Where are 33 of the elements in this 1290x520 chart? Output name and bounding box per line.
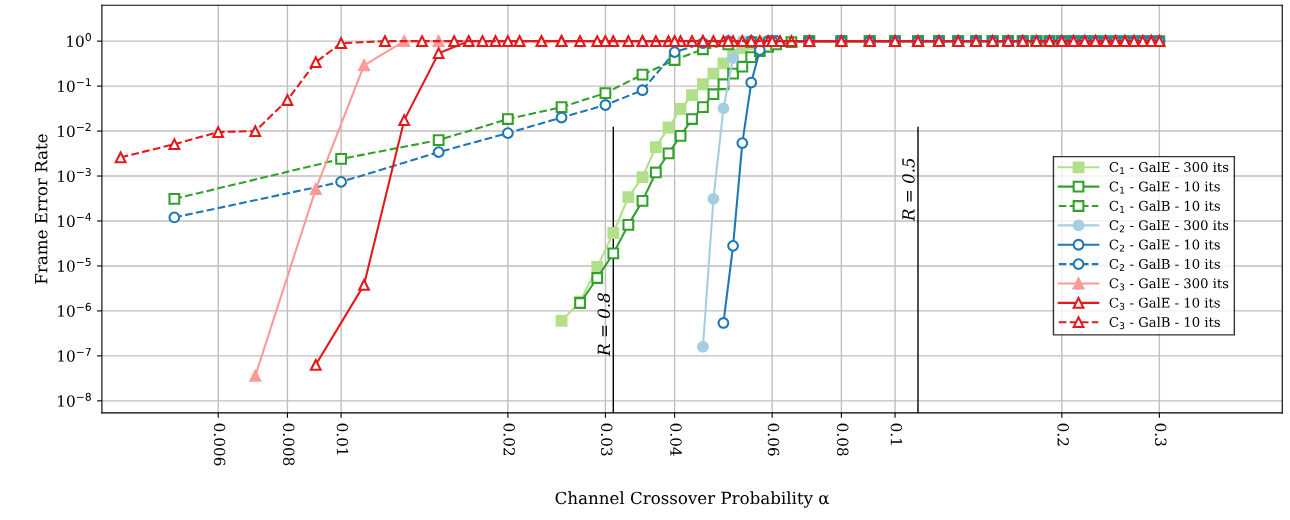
x-tick-label: 0.02: [503, 423, 515, 456]
y-tick-label: 10$^{0}$: [67, 33, 91, 48]
legend-label: C$_{2}$ - GalB - 10 its: [1109, 258, 1220, 271]
y-tick-label: 10$^{−5}$: [58, 258, 91, 272]
x-tick-label: 0.006: [213, 423, 226, 466]
x-tick-label: 0.3: [1154, 423, 1167, 446]
legend-label: C$_{1}$ - GalE - 300 its: [1109, 161, 1229, 175]
legend-label: C$_{2}$ - GalE - 10 its: [1109, 239, 1220, 252]
legend-label: C$_{3}$ - GalE - 10 its: [1109, 297, 1220, 310]
y-tick-label: 10$^{−1}$: [58, 78, 91, 93]
y-tick-label: 10$^{−4}$: [58, 213, 92, 227]
x-tick-label: 0.06: [767, 423, 780, 456]
x-tick-label: 0.2: [1057, 423, 1069, 446]
annotation: R = 0.5: [902, 158, 915, 222]
x-tick-label: 0.01: [336, 423, 349, 455]
legend-label: C$_{3}$ - GalB - 10 its: [1109, 316, 1220, 330]
annotation: R = 0.8: [597, 293, 611, 357]
y-tick-label: 10$^{−7}$: [58, 347, 91, 362]
legend-label: C$_{1}$ - GalE - 10 its: [1109, 181, 1220, 194]
y-axis-title: Frame Error Rate: [35, 134, 48, 284]
y-tick-label: 10$^{−6}$: [58, 302, 91, 317]
x-axis-title: Channel Crossover Probability α: [555, 491, 830, 508]
legend-label: C$_{1}$ - GalB - 10 its: [1109, 200, 1220, 213]
x-tick-label: 0.008: [282, 423, 295, 466]
x-tick-label: 0.1: [890, 423, 903, 445]
y-tick-label: 10$^{−8}$: [58, 392, 91, 407]
x-tick-label: 0.04: [670, 423, 682, 456]
x-tick-label: 0.03: [600, 423, 613, 456]
y-tick-label: 10$^{−2}$: [58, 122, 91, 137]
legend-label: C$_{3}$ - GalE - 300 its: [1109, 278, 1229, 291]
x-tick-label: 0.08: [836, 423, 849, 456]
legend-label: C$_{2}$ - GalE - 300 its: [1109, 219, 1229, 233]
y-tick-label: 10$^{−3}$: [58, 167, 91, 182]
